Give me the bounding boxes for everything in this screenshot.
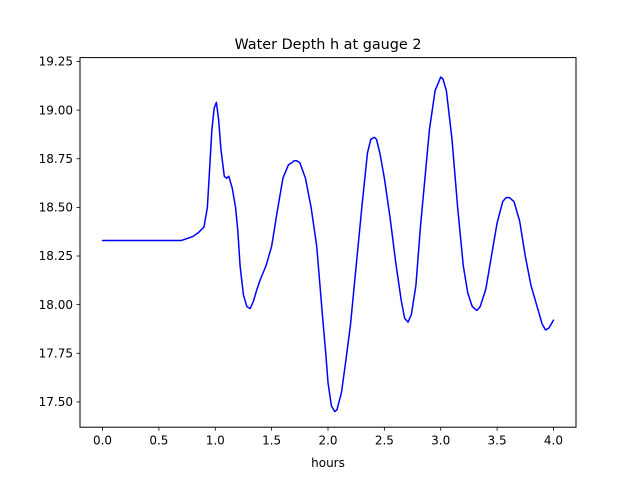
x-tick-label: 4.0 — [544, 434, 563, 448]
x-tick-label: 2.0 — [318, 434, 337, 448]
x-tick-label: 0.5 — [149, 434, 168, 448]
y-tick-label: 19.25 — [39, 55, 73, 69]
x-tick-label: 1.0 — [206, 434, 225, 448]
y-tick-label: 18.50 — [39, 201, 73, 215]
x-tick-label: 3.5 — [488, 434, 507, 448]
x-tick-label: 1.5 — [262, 434, 281, 448]
ticks-layer: 0.0 0.5 1.0 1.5 2.0 2.5 3.0 3.5 4.0 17.50 17.75 18.… — [39, 55, 563, 448]
y-tick-label: 17.50 — [39, 395, 73, 409]
y-tick-label: 19.00 — [39, 103, 73, 117]
x-tick-label: 2.5 — [375, 434, 394, 448]
y-tick-label: 18.25 — [39, 249, 73, 263]
y-tick-label: 18.00 — [39, 298, 73, 312]
x-axis-label: hours — [311, 456, 345, 470]
y-tick-label: 18.75 — [39, 152, 73, 166]
plot-layer — [101, 76, 555, 413]
x-tick-label: 3.0 — [431, 434, 450, 448]
chart-title: Water Depth h at gauge 2 — [234, 37, 421, 53]
series-line-0 — [101, 76, 555, 413]
y-tick-label: 17.75 — [39, 346, 73, 360]
x-tick-label: 0.0 — [93, 434, 112, 448]
